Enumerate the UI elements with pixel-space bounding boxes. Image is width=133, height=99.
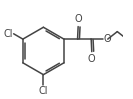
Text: Cl: Cl	[39, 86, 48, 96]
Text: Cl: Cl	[4, 29, 13, 39]
Text: O: O	[104, 34, 112, 44]
Text: O: O	[88, 54, 96, 64]
Text: O: O	[74, 14, 82, 24]
